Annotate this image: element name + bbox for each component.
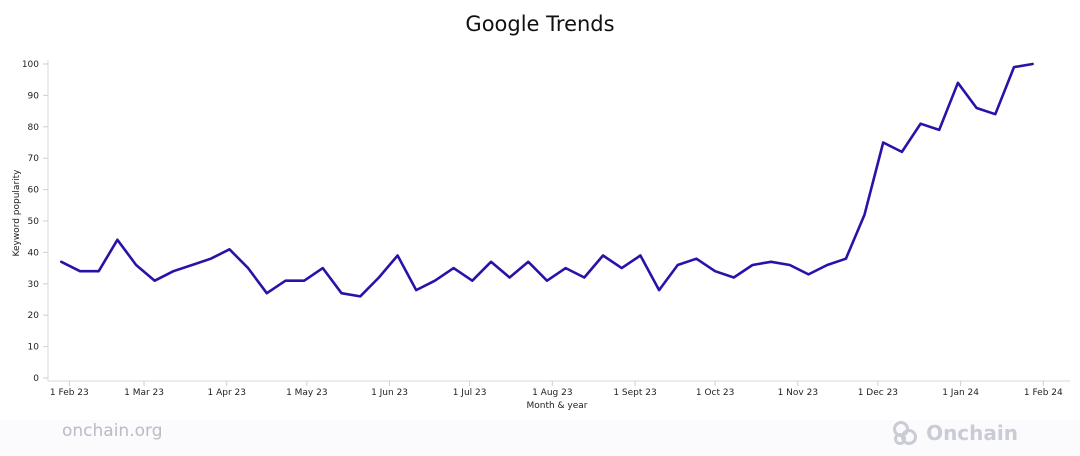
data-point	[602, 254, 604, 256]
y-tick-label: 20	[28, 311, 40, 321]
y-tick-label: 10	[28, 343, 40, 353]
x-tick-label: 1 Feb 24	[1024, 388, 1063, 398]
data-point	[751, 264, 753, 266]
data-point	[378, 276, 380, 278]
data-point	[882, 141, 884, 143]
data-point	[1013, 66, 1015, 68]
data-point	[490, 261, 492, 263]
chart-area: Google Trends Keyword popularity Month &…	[12, 12, 1070, 411]
data-point	[957, 82, 959, 84]
data-point	[434, 279, 436, 281]
data-point	[677, 264, 679, 266]
series-line	[59, 62, 1034, 298]
data-point	[938, 129, 940, 131]
chart-title: Google Trends	[465, 12, 614, 36]
data-point	[546, 279, 548, 281]
y-tick-label: 70	[28, 154, 40, 164]
data-point	[975, 107, 977, 109]
line-chart: Google Trends Keyword popularity Month &…	[12, 12, 1070, 411]
x-tick-label: 1 Jun 23	[371, 388, 408, 398]
data-point	[845, 257, 847, 259]
y-tick-label: 0	[33, 374, 39, 384]
data-point	[1031, 63, 1033, 65]
data-point	[116, 239, 118, 241]
data-point	[471, 279, 473, 281]
y-tick-label: 90	[28, 91, 40, 101]
data-point	[621, 267, 623, 269]
data-point	[135, 264, 137, 266]
x-axis: 1 Feb 23 1 Mar 23 1 Apr 23 1 May 23 1 Jun 23…	[48, 380, 1070, 398]
logo-text: Onchain	[926, 421, 1018, 445]
onchain-logo: Onchain	[890, 416, 1018, 450]
data-point	[527, 261, 529, 263]
x-tick-label: 1 Dec 23	[858, 388, 898, 398]
data-point	[714, 270, 716, 272]
data-point	[639, 254, 641, 256]
data-point	[340, 292, 342, 294]
data-point	[97, 270, 99, 272]
x-tick-label: 1 Apr 23	[208, 388, 246, 398]
data-point	[733, 276, 735, 278]
y-tick-label: 60	[28, 186, 40, 196]
y-tick-label: 30	[28, 280, 40, 290]
data-point	[247, 267, 249, 269]
data-point	[60, 261, 62, 263]
data-point	[508, 276, 510, 278]
data-point	[789, 264, 791, 266]
x-tick-label: 1 Jan 24	[942, 388, 979, 398]
data-point	[228, 248, 230, 250]
plot-series	[59, 62, 1034, 298]
x-tick-label: 1 May 23	[286, 388, 328, 398]
data-point	[266, 292, 268, 294]
data-point	[303, 279, 305, 281]
onchain-logo-icon	[893, 421, 918, 445]
data-point	[452, 267, 454, 269]
data-point	[583, 276, 585, 278]
y-axis-label: Keyword popularity	[12, 169, 22, 257]
data-point	[284, 279, 286, 281]
data-point	[154, 279, 156, 281]
data-point	[396, 254, 398, 256]
y-tick-label: 40	[28, 248, 40, 258]
y-axis: 0 10 20 30 40 50 60 70 80 90 100	[22, 60, 49, 384]
data-point	[919, 122, 921, 124]
x-tick-label: 1 Jul 23	[453, 388, 487, 398]
data-point	[994, 113, 996, 115]
data-point	[191, 264, 193, 266]
data-point	[415, 289, 417, 291]
x-tick-label: 1 Aug 23	[532, 388, 572, 398]
data-point	[359, 295, 361, 297]
y-tick-label: 100	[22, 60, 39, 70]
x-tick-label: 1 Mar 23	[124, 388, 164, 398]
x-tick-label: 1 Sept 23	[613, 388, 656, 398]
x-axis-label: Month & year	[526, 401, 587, 411]
x-tick-label: 1 Nov 23	[778, 388, 818, 398]
y-tick-label: 80	[28, 123, 40, 133]
data-point	[770, 261, 772, 263]
source-text: onchain.org	[62, 421, 163, 441]
data-point	[172, 270, 174, 272]
x-tick-label: 1 Oct 23	[696, 388, 734, 398]
data-point	[695, 257, 697, 259]
y-tick-label: 50	[28, 217, 40, 227]
data-point	[863, 214, 865, 216]
data-point	[901, 151, 903, 153]
x-tick-label: 1 Feb 23	[50, 388, 89, 398]
data-point	[826, 264, 828, 266]
data-point	[322, 267, 324, 269]
data-point	[210, 257, 212, 259]
data-point	[807, 273, 809, 275]
data-point	[564, 267, 566, 269]
data-point	[658, 289, 660, 291]
data-point	[79, 270, 81, 272]
